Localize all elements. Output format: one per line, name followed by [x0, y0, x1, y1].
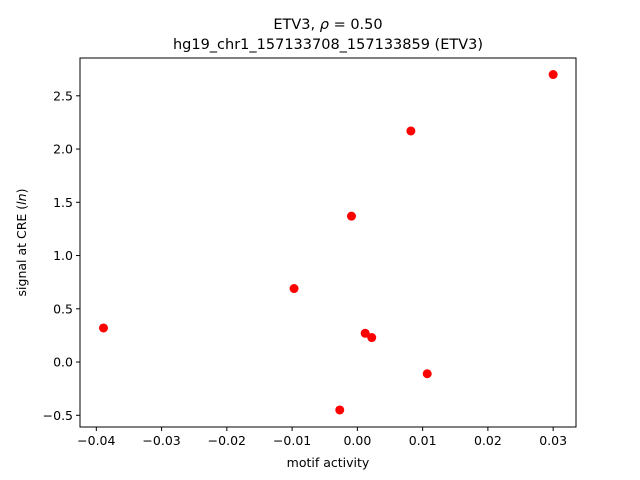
x-tick-label: 0.03 — [539, 433, 567, 448]
x-tick-label: −0.03 — [142, 433, 180, 448]
scatter-point — [98, 323, 108, 333]
chart-subtitle: hg19_chr1_157133708_157133859 (ETV3) — [173, 37, 483, 53]
y-tick-label: 2.5 — [53, 88, 73, 103]
scatter-point — [548, 70, 558, 80]
data-points — [98, 70, 558, 415]
y-tick-label: 0.0 — [53, 355, 73, 370]
x-axis-ticks: −0.04 −0.03 −0.02 −0.01 0.00 0.01 0.02 0.03 — [77, 427, 567, 448]
x-tick-label: 0.00 — [343, 433, 371, 448]
y-tick-label: 0.5 — [53, 301, 73, 316]
scatter-point — [335, 405, 345, 415]
plot-area-frame — [79, 57, 577, 428]
x-axis-label: motif activity — [287, 455, 370, 470]
chart-title: ETV3, ρ = 0.50 — [273, 17, 382, 33]
x-tick-label: −0.01 — [273, 433, 311, 448]
y-tick-label: 1.5 — [53, 195, 73, 210]
y-tick-label: 1.0 — [53, 248, 73, 263]
scatter-point — [360, 328, 370, 338]
scatter-point — [367, 333, 377, 343]
x-tick-label: 0.01 — [409, 433, 437, 448]
x-tick-label: 0.02 — [474, 433, 502, 448]
scatter-point — [422, 369, 432, 379]
scatter-point — [289, 284, 299, 294]
scatter-point — [346, 211, 356, 221]
y-tick-label: −0.5 — [43, 408, 73, 423]
x-tick-label: −0.02 — [208, 433, 246, 448]
y-tick-label: 2.0 — [53, 142, 73, 157]
x-tick-label: −0.04 — [77, 433, 115, 448]
scatter-point — [406, 126, 416, 136]
y-axis-label: signal at CRE (ln) — [14, 189, 29, 297]
y-axis-ticks: −0.5 0.0 0.5 1.0 1.5 2.0 2.5 — [43, 88, 80, 423]
